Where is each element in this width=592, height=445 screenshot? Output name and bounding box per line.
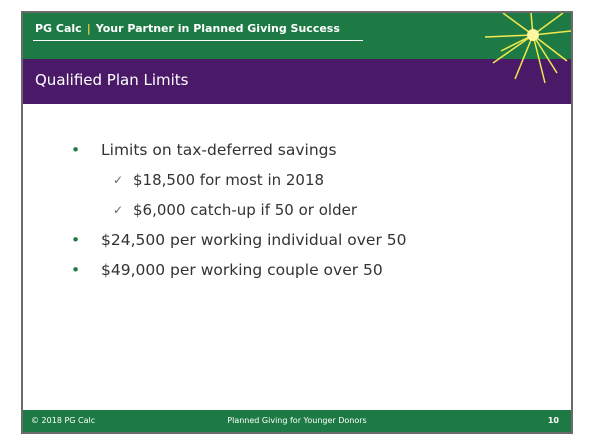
tagline: Your Partner in Planned Giving Success [95,22,340,35]
slide-title: Qualified Plan Limits [35,71,189,89]
brand-name: PG Calc [35,22,82,35]
bullet: $49,000 per working couple over 50 [69,255,406,285]
bullet: $24,500 per working individual over 50 [69,225,406,255]
copyright: © 2018 PG Calc [31,416,96,425]
header-bar: PG Calc | Your Partner in Planned Giving S… [23,13,571,59]
bullet-list: Limits on tax-deferred savings $18,500 f… [69,135,406,285]
page-number: 10 [547,416,559,425]
sub-bullet: $18,500 for most in 2018 [111,165,406,195]
starburst [484,13,571,84]
footer: © 2018 PG Calc Planned Giving for Younge… [23,410,571,432]
title-bar: Qualified Plan Limits [23,59,571,104]
slide: PG Calc | Your Partner in Planned Giving S… [21,11,573,434]
separator: | [86,22,91,35]
sub-list: $18,500 for most in 2018 $6,000 catch-up… [101,165,406,225]
footer-title: Planned Giving for Younger Donors [227,416,367,425]
sub-bullet: $6,000 catch-up if 50 or older [111,195,406,225]
header-rule [33,40,363,41]
brand: PG Calc | Your Partner in Planned Giving S… [35,22,345,35]
bullet: Limits on tax-deferred savings $18,500 f… [69,135,406,225]
bullet-text: Limits on tax-deferred savings [101,141,337,159]
